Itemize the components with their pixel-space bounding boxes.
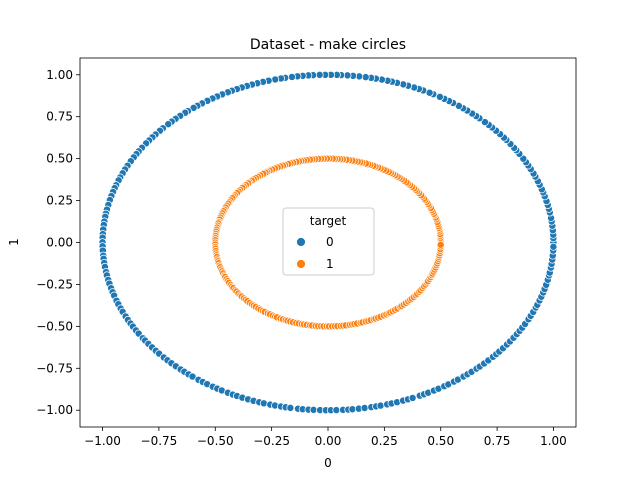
data-point-class-0: [188, 372, 197, 381]
y-tick-label: 0.50: [46, 152, 73, 166]
y-tick-label: 0.25: [46, 194, 73, 208]
legend-title: target: [310, 214, 347, 228]
data-point-class-0: [286, 403, 295, 412]
x-tick-label: −0.75: [141, 434, 178, 448]
x-axis-ticks: −1.00 −0.75 −0.50 −0.25 0.00 0.25 0.50 0.75 1.00: [84, 427, 567, 448]
x-tick-label: 0.25: [371, 434, 398, 448]
chart-title: Dataset - make circles: [250, 37, 406, 53]
legend-label-1: 1: [326, 257, 334, 271]
y-axis-ticks: −1.00 −0.75 −0.50 −0.25 0.00 0.25 0.50 0.75 1.00: [36, 68, 80, 417]
data-point-class-0: [315, 70, 324, 79]
x-tick-label: 0.75: [484, 434, 511, 448]
legend-marker-1: [296, 259, 306, 269]
y-tick-label: 0.00: [46, 236, 73, 250]
legend-frame: [282, 207, 375, 276]
data-point-class-0: [376, 401, 385, 410]
x-tick-label: 1.00: [540, 434, 567, 448]
x-tick-label: −0.25: [253, 434, 290, 448]
data-point-class-0: [332, 406, 341, 415]
x-axis-label: 0: [324, 456, 332, 470]
x-tick-label: 0.50: [427, 434, 454, 448]
y-tick-label: −0.50: [36, 319, 73, 333]
data-point-class-0: [360, 404, 369, 412]
legend-marker-0: [296, 237, 306, 247]
x-tick-label: −1.00: [84, 434, 121, 448]
legend: target 0 1: [282, 207, 375, 276]
legend-label-0: 0: [326, 235, 334, 249]
data-point-class-0: [259, 399, 268, 408]
data-point-class-0: [408, 393, 417, 402]
data-point-class-0: [435, 92, 444, 101]
y-axis-label: 1: [7, 238, 21, 246]
y-tick-label: −0.25: [36, 277, 73, 291]
data-point-class-1: [436, 240, 445, 249]
y-tick-label: 0.75: [46, 110, 73, 124]
y-tick-label: −0.75: [36, 361, 73, 375]
x-tick-label: −0.50: [197, 434, 234, 448]
y-tick-label: 1.00: [46, 68, 73, 82]
data-point-class-0: [549, 242, 558, 251]
data-point-class-0: [164, 120, 173, 129]
data-point-class-0: [287, 72, 296, 81]
y-tick-label: −1.00: [36, 403, 73, 417]
x-tick-label: 0.00: [315, 434, 342, 448]
points-layer: [98, 70, 558, 415]
data-point-class-0: [480, 118, 489, 127]
data-point-class-0: [271, 75, 280, 84]
